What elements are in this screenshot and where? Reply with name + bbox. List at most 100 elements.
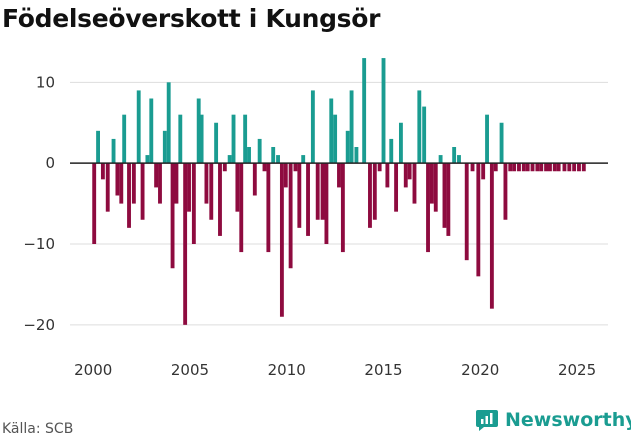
bar bbox=[499, 122, 504, 164]
bar bbox=[149, 98, 154, 164]
bar bbox=[266, 163, 271, 253]
brand-logo: Newsworthy bbox=[475, 408, 631, 432]
bar bbox=[222, 163, 227, 172]
x-tick-label: 2020 bbox=[461, 361, 499, 379]
bar bbox=[96, 130, 100, 164]
bar bbox=[111, 138, 116, 164]
source-note: Källa: SCB bbox=[2, 421, 74, 437]
bar bbox=[310, 90, 315, 164]
bar bbox=[508, 163, 513, 172]
bar bbox=[214, 122, 219, 164]
bar bbox=[119, 163, 124, 204]
bar bbox=[239, 163, 244, 253]
bar bbox=[385, 163, 390, 188]
bar bbox=[204, 163, 209, 204]
bar bbox=[196, 98, 201, 164]
bar bbox=[243, 114, 248, 164]
bar bbox=[262, 163, 267, 172]
bar bbox=[535, 163, 540, 172]
bar bbox=[92, 163, 97, 244]
bar bbox=[227, 155, 232, 164]
bar bbox=[283, 163, 288, 188]
bar bbox=[324, 163, 329, 244]
bar bbox=[231, 114, 236, 164]
bars bbox=[92, 58, 586, 325]
bar bbox=[170, 163, 175, 269]
bar bbox=[115, 163, 120, 196]
bar bbox=[315, 163, 320, 220]
y-tick-label: −10 bbox=[23, 235, 55, 253]
bar bbox=[512, 163, 517, 172]
x-tick-label: 2010 bbox=[268, 361, 306, 379]
bar bbox=[422, 106, 427, 164]
bar bbox=[452, 147, 457, 164]
bar bbox=[337, 163, 341, 188]
bar bbox=[218, 163, 222, 236]
bar bbox=[470, 163, 475, 172]
bar bbox=[183, 163, 188, 325]
bar bbox=[530, 163, 535, 172]
bar bbox=[333, 114, 338, 164]
bar bbox=[407, 163, 412, 180]
bar bbox=[306, 163, 310, 236]
bar bbox=[525, 163, 530, 172]
bar bbox=[503, 163, 508, 220]
bar bbox=[567, 163, 572, 172]
bar bbox=[398, 122, 403, 164]
bar bbox=[438, 155, 443, 164]
bar bbox=[320, 163, 325, 220]
y-tick-label: 0 bbox=[45, 154, 55, 172]
x-tick-label: 2025 bbox=[558, 361, 596, 379]
newsworthy-logo-icon bbox=[476, 410, 498, 431]
bar bbox=[548, 163, 552, 172]
bar bbox=[131, 163, 136, 204]
bar bbox=[403, 163, 408, 188]
bar bbox=[368, 163, 372, 228]
bar bbox=[457, 155, 461, 164]
bar bbox=[394, 163, 399, 212]
bar bbox=[417, 90, 422, 164]
bar bbox=[433, 163, 438, 212]
bar bbox=[581, 163, 586, 172]
bar bbox=[178, 114, 183, 164]
x-axis-ticks: 2000 2005 2010 2015 2020 2025 bbox=[74, 361, 596, 379]
bar bbox=[544, 163, 549, 172]
bar bbox=[271, 147, 276, 164]
bar bbox=[412, 163, 417, 204]
bar bbox=[556, 163, 561, 172]
bar bbox=[174, 163, 179, 204]
bar bbox=[301, 155, 306, 164]
bar bbox=[372, 163, 377, 220]
bar bbox=[252, 163, 257, 196]
bar bbox=[562, 163, 567, 172]
bar bbox=[162, 130, 167, 164]
bar bbox=[442, 163, 447, 228]
bar bbox=[377, 163, 382, 172]
bar bbox=[446, 163, 451, 236]
bar bbox=[235, 163, 240, 212]
bar bbox=[276, 155, 280, 164]
bar bbox=[209, 163, 214, 220]
bar bbox=[354, 147, 359, 164]
x-tick-label: 2015 bbox=[364, 361, 402, 379]
bar bbox=[257, 138, 262, 164]
x-tick-label: 2000 bbox=[74, 361, 112, 379]
bar bbox=[577, 163, 581, 172]
bar bbox=[493, 163, 498, 172]
y-tick-label: −20 bbox=[23, 316, 55, 334]
y-axis-ticks: 10 0 −10 −20 bbox=[23, 73, 55, 334]
bar bbox=[485, 114, 489, 164]
x-tick-label: 2005 bbox=[171, 361, 209, 379]
bar bbox=[122, 114, 127, 164]
bar bbox=[426, 163, 430, 253]
bar bbox=[345, 130, 350, 164]
bar bbox=[100, 163, 105, 180]
brand-name: Newsworthy bbox=[505, 409, 631, 431]
bar bbox=[521, 163, 526, 172]
bar bbox=[293, 163, 298, 172]
bar bbox=[154, 163, 159, 188]
bar bbox=[464, 163, 469, 261]
bar bbox=[349, 90, 354, 164]
bar bbox=[297, 163, 302, 228]
y-tick-label: 10 bbox=[36, 73, 55, 91]
